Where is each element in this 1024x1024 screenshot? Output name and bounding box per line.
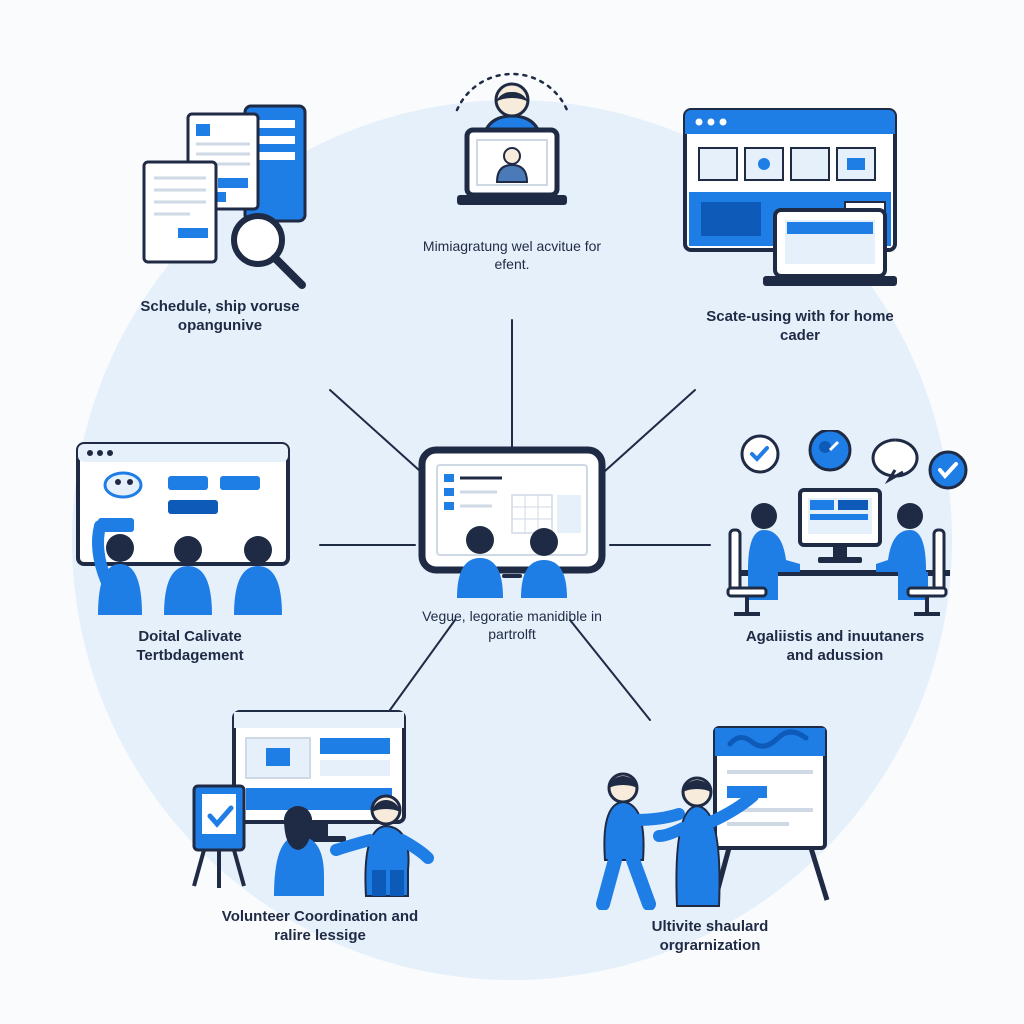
node-mid-left: Doital Calivate Tertbdagement xyxy=(55,430,325,666)
node-top-right: Scate-using with for home cader xyxy=(670,100,930,346)
infographic-stage: { "layout": { "canvas": [1024, 1024], "b… xyxy=(0,0,1024,1024)
node-mid-right: Agaliistis and inuutaners and adussion xyxy=(700,430,970,666)
mid-right-caption: Agaliistis and inuutaners and adussion xyxy=(735,628,935,666)
website-laptop-icon xyxy=(675,100,925,300)
documents-magnifier-icon xyxy=(110,100,330,290)
support-checks-icon xyxy=(700,430,970,620)
node-top: Mimiagratung wel acvitue for efent. xyxy=(402,70,622,273)
flipchart-discuss-icon xyxy=(575,710,845,910)
node-bot-left: Volunteer Coordination and ralire lessig… xyxy=(175,700,465,946)
center-tablet-icon xyxy=(402,440,622,600)
mid-left-caption: Doital Calivate Tertbdagement xyxy=(90,628,290,666)
node-bot-right: Ultivite shaulard orgrarnization xyxy=(570,710,850,956)
top-left-caption: Schedule, ship voruse opangunive xyxy=(120,298,320,336)
node-top-left: Schedule, ship voruse opangunive xyxy=(100,100,340,336)
node-center: Vegue, legoratie manidible in partrolft xyxy=(392,440,632,643)
top-caption: Mimiagratung wel acvitue for efent. xyxy=(412,238,612,273)
bot-left-caption: Volunteer Coordination and ralire lessig… xyxy=(220,908,420,946)
videoconf-icon xyxy=(427,70,597,230)
top-right-caption: Scate-using with for home cader xyxy=(700,308,900,346)
volunteer-coord-icon xyxy=(180,700,460,900)
center-caption: Vegue, legoratie manidible in partrolft xyxy=(412,608,612,643)
bot-right-caption: Ultivite shaulard orgrarnization xyxy=(610,918,810,956)
whiteboard-team-icon xyxy=(60,430,320,620)
